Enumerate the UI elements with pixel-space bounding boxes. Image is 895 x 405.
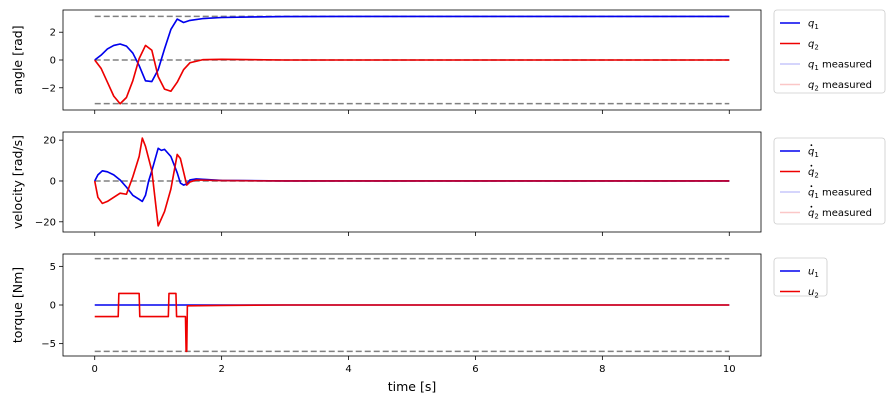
x-tick-label: 4: [345, 364, 351, 375]
legend-label: q2 measured: [808, 208, 872, 221]
panel-2: −20 0 20 velocity [rad/s] q1 q2 q1 measured q2 …: [10, 131, 886, 236]
legend-label: q2: [808, 167, 819, 180]
series-line: [94, 44, 730, 105]
legend-dot: [810, 144, 813, 147]
x-axis-label: time [s]: [388, 379, 436, 394]
y-tick-label: 20: [43, 136, 56, 147]
series-line: [94, 147, 730, 203]
legend-label: q2 measured: [808, 80, 872, 93]
y-tick-label: 2: [50, 28, 56, 39]
legend: q1 q2 q1 measured q2 measured: [773, 9, 886, 94]
y-axis-label: torque [Nm]: [10, 267, 25, 343]
series-line: [94, 292, 730, 353]
y-tick-label: −20: [35, 217, 56, 228]
y-tick-label: 5: [50, 262, 56, 273]
y-axis-label: angle [rad]: [10, 25, 25, 94]
legend: q1 q2 q1 measured q2 measured: [773, 137, 886, 225]
legend: u1 u2: [773, 257, 828, 300]
y-tick-label: 0: [50, 176, 56, 187]
plot-area: [93, 137, 730, 227]
legend-dot: [810, 185, 813, 188]
axes-frame: [62, 131, 762, 233]
y-tick-label: 0: [50, 301, 56, 312]
series-line: [93, 137, 730, 227]
plot-area: [94, 15, 730, 105]
y-tick-label: −2: [41, 83, 56, 94]
series-line: [94, 15, 730, 83]
legend-dot: [810, 205, 813, 208]
legend-label: u2: [808, 287, 819, 300]
plot-area: [94, 257, 730, 353]
series-line: [93, 137, 730, 227]
x-tick-label: 8: [599, 364, 605, 375]
x-tick-label: 0: [92, 364, 98, 375]
series-line: [94, 147, 730, 203]
legend-label: u1: [808, 267, 819, 280]
x-tick-label: 10: [723, 364, 736, 375]
legend-label: q1: [808, 19, 819, 32]
legend-box: [773, 9, 886, 94]
series-line: [94, 44, 730, 105]
y-axis-label: velocity [rad/s]: [10, 135, 25, 229]
legend-label: q1 measured: [808, 188, 872, 201]
legend-dot: [810, 164, 813, 167]
legend-label: q1 measured: [808, 60, 872, 73]
x-tick-label: 6: [472, 364, 478, 375]
panel-3: 0 2 4 6 8 10 −5 0 5 torque [Nm] time [s] u1 u2: [10, 253, 828, 394]
legend-label: q1: [808, 147, 819, 160]
legend-label: q2: [808, 39, 819, 52]
legend-box: [773, 257, 828, 297]
y-tick-label: 0: [50, 56, 56, 67]
x-tick-label: 2: [218, 364, 224, 375]
panel-1: −2 0 2 angle [rad] q1 q2 q1 measured q2 measure…: [10, 9, 886, 114]
legend-box: [773, 137, 886, 225]
y-tick-label: −5: [41, 339, 56, 350]
series-line: [94, 15, 730, 83]
